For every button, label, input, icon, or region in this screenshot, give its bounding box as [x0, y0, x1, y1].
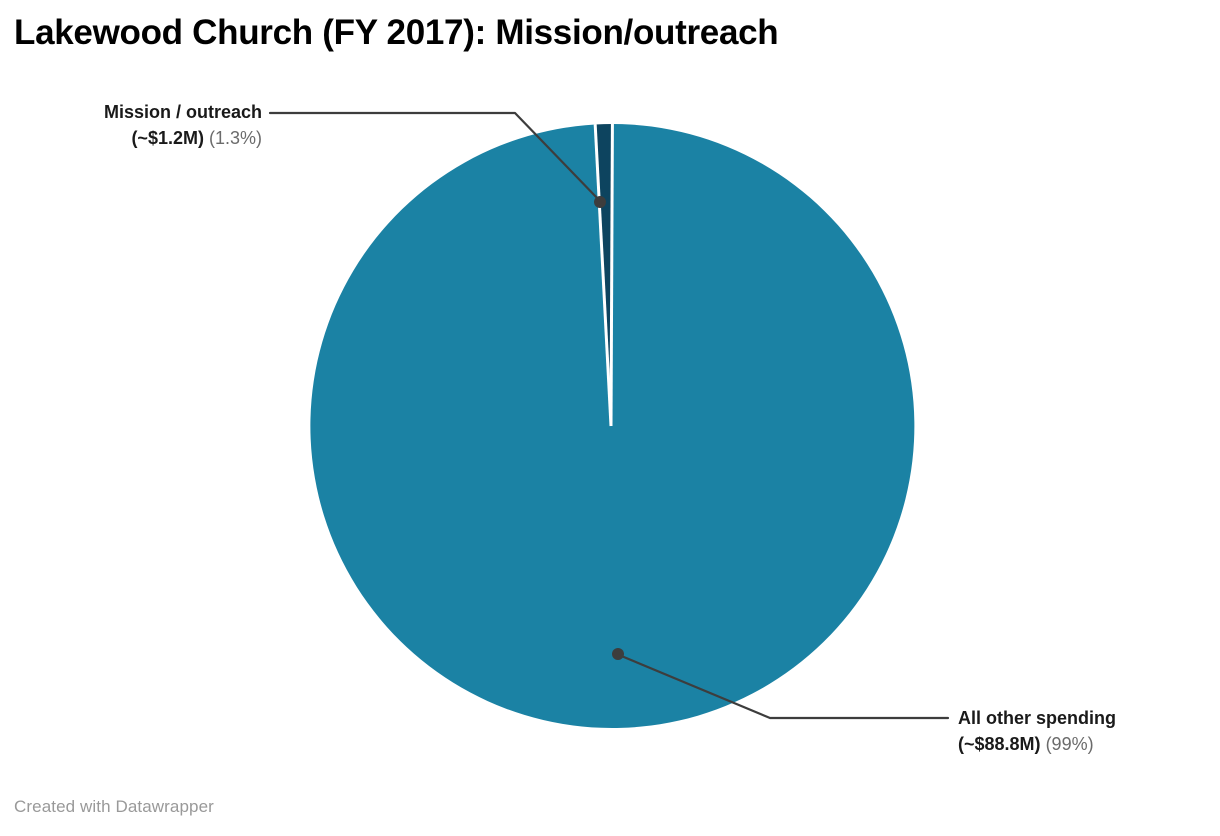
slice-divider-left — [593, 124, 613, 427]
slice-label-all-other-spending-name: All other spending — [958, 708, 1117, 728]
slice-label-mission-outreach-value: (~$1.2M) — [131, 128, 204, 148]
slice-label-all-other-spending: All other spending (~$88.8M) (99%) — [958, 705, 1198, 757]
slice-label-all-other-spending-percent: (99%) — [1045, 734, 1094, 754]
slice-label-mission-outreach-name: Mission / outreach — [103, 102, 262, 122]
leader-dot-mission-outreach — [594, 196, 606, 208]
datawrapper-attribution[interactable]: Created with Datawrapper — [14, 797, 214, 816]
slice-divider-right — [609, 123, 614, 427]
slice-label-all-other-spending-value: (~$88.8M) — [958, 734, 1041, 754]
page-title: Lakewood Church (FY 2017): Mission/outre… — [14, 13, 779, 52]
slice-label-mission-outreach: Mission / outreach (~$1.2M) (1.3%) — [56, 99, 262, 151]
slice-label-mission-outreach-percent: (1.3%) — [208, 128, 262, 148]
leader-dot-all-other-spending — [612, 648, 624, 660]
leader-line-mission-outreach — [268, 111, 602, 203]
leader-line-all-other-spending — [617, 653, 950, 720]
